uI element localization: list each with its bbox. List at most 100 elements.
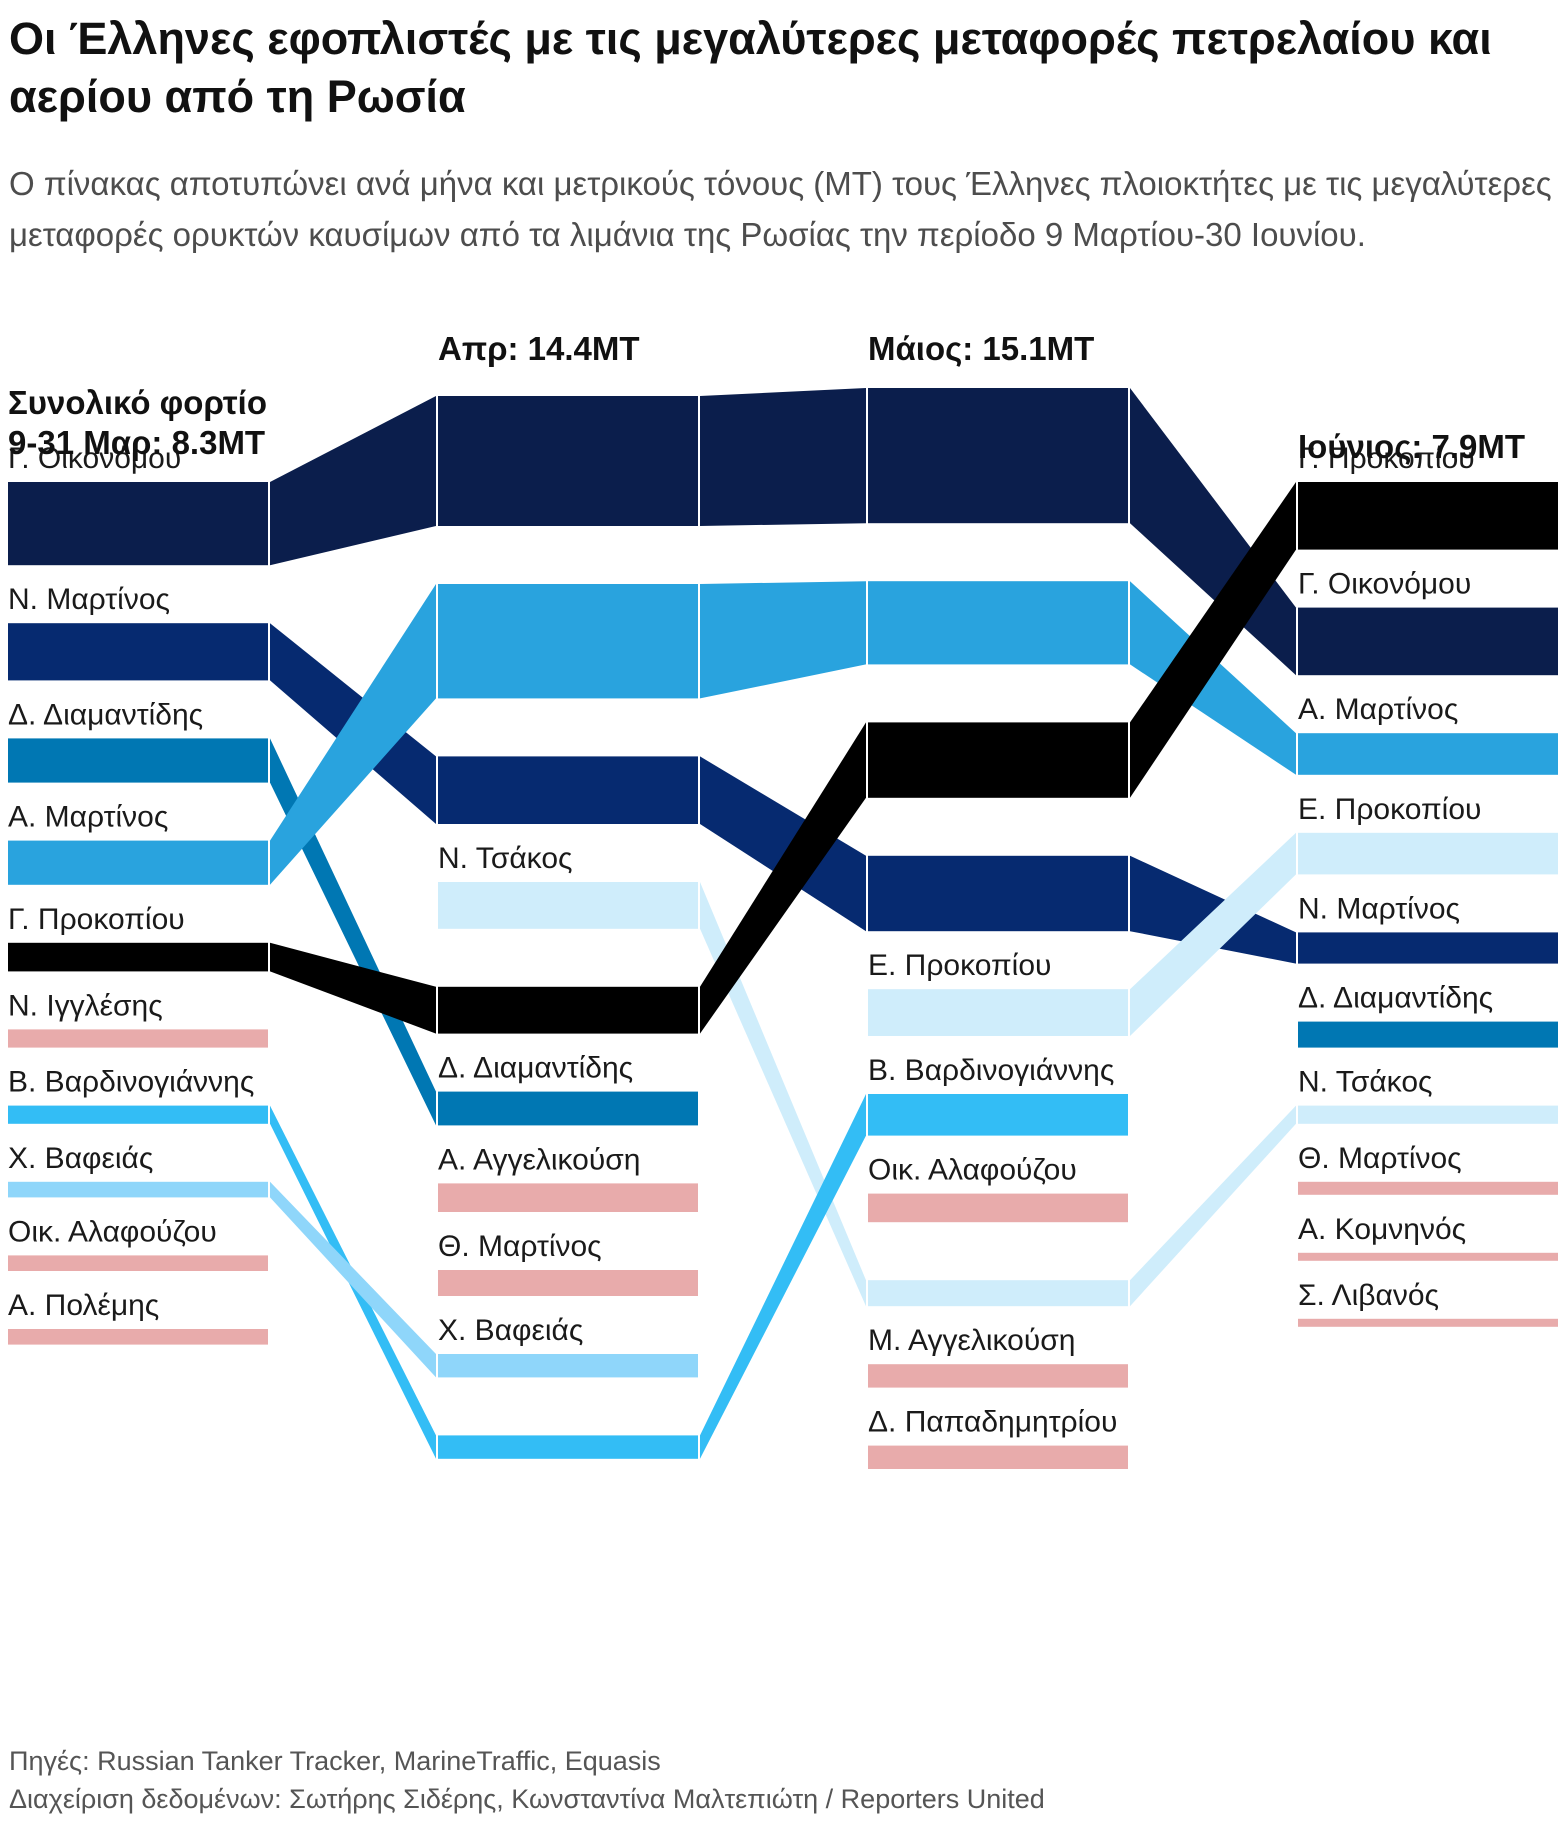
label-apr-5: Δ. Διαμαντίδης [438,1052,633,1085]
flow-apr-may-0 [700,388,866,526]
credits-note: Διαχείριση δεδομένων: Σωτήρης Σιδέρης, Κ… [9,1784,1045,1814]
bar-apr-1 [438,584,698,699]
bar-mar-7 [8,1181,268,1198]
bar-may-3 [868,855,1128,932]
bar-may-0 [868,388,1128,524]
label-apr-8: Χ. Βαφειάς [438,1314,583,1347]
chart-title: Οι Έλληνες εφοπλιστές με τις μεγαλύτερες… [9,13,1492,122]
header-jun-0: Ιούνιος: 7.9MT [1298,428,1525,465]
bar-jun-9 [1298,1318,1558,1327]
bar-apr-8 [438,1354,698,1378]
header-mar-1: 9-31 Μαρ: 8.3MT [8,424,265,461]
flow-may-jun-1 [1130,581,1296,775]
bar-mar-1 [8,623,268,681]
bar-apr-9 [438,1435,698,1459]
label-jun-8: Α. Κομνηνός [1298,1213,1466,1246]
bar-may-5 [868,1094,1128,1136]
bar-mar-4 [8,942,268,972]
bar-apr-0 [438,396,698,526]
label-mar-1: Ν. Μαρτίνος [8,583,170,616]
bar-apr-2 [438,756,698,824]
bar-jun-8 [1298,1252,1558,1261]
flow-apr-may-4 [700,722,866,1034]
flow-mar-apr-0 [270,396,436,566]
bar-jun-5 [1298,1021,1558,1048]
label-mar-4: Γ. Προκοπίου [8,903,185,936]
label-may-8: Μ. Αγγελικούση [868,1324,1075,1357]
bar-apr-3 [438,882,698,929]
label-mar-6: Β. Βαρδινογιάννης [8,1066,254,1099]
label-mar-9: Α. Πολέμης [8,1289,159,1322]
owner-labels: Γ. Οικονόμου Ν. Μαρτίνος Δ. Διαμαντίδης Α. … [8,442,1493,1439]
flow-apr-may-2 [700,756,866,932]
flow-may-jun-7 [1130,1105,1296,1307]
bar-mar-8 [8,1255,268,1271]
flow-may-jun-2 [1130,482,1296,798]
bar-may-9 [868,1445,1128,1469]
label-apr-3: Ν. Τσάκος [438,842,572,875]
bar-mar-5 [8,1029,268,1048]
label-mar-2: Δ. Διαμαντίδης [8,698,203,731]
label-mar-0: Γ. Οικονόμου [8,442,181,475]
label-jun-9: Σ. Λιβανός [1298,1279,1439,1312]
bar-apr-5 [438,1091,698,1126]
label-jun-2: Α. Μαρτίνος [1298,693,1458,726]
label-mar-3: Α. Μαρτίνος [8,801,168,834]
flow-mar-apr-4 [270,942,436,1034]
bar-jun-3 [1298,832,1558,875]
flow-apr-may-3 [700,882,866,1307]
bar-jun-2 [1298,733,1558,775]
flow-may-jun-3 [1130,855,1296,964]
label-mar-7: Χ. Βαφειάς [8,1142,153,1175]
footer: Πηγές: Russian Tanker Tracker, MarineTra… [9,1742,1045,1818]
bar-jun-7 [1298,1181,1558,1195]
label-mar-8: Οικ. Αλαφούζου [8,1215,217,1248]
bar-apr-4 [438,986,698,1034]
bar-may-1 [868,581,1128,665]
label-may-9: Δ. Παπαδημητρίου [868,1406,1117,1439]
header-may-0: Μάιος: 15.1MT [868,330,1094,367]
flow-apr-may-1 [700,581,866,699]
label-jun-1: Γ. Οικονόμου [1298,568,1471,601]
label-mar-5: Ν. Ιγγλέσης [8,989,163,1022]
header-apr-0: Απρ: 14.4MT [438,330,640,367]
label-jun-3: Ε. Προκοπίου [1298,793,1481,826]
bar-jun-6 [1298,1105,1558,1124]
bar-may-8 [868,1364,1128,1388]
bar-mar-0 [8,482,268,566]
flow-mar-apr-7 [270,1181,436,1378]
sankey-chart: Γ. Οικονόμου Ν. Μαρτίνος Δ. Διαμαντίδης Α. … [8,330,1558,1469]
bar-may-4 [868,989,1128,1036]
flow-apr-may-9 [700,1094,866,1459]
flow-may-jun-4 [1130,832,1296,1036]
label-apr-6: Α. Αγγελικούση [438,1143,640,1176]
bar-may-2 [868,722,1128,798]
label-may-6: Οικ. Αλαφούζου [868,1154,1077,1187]
bar-mar-2 [8,738,268,783]
bar-jun-1 [1298,607,1558,676]
owner-bars [8,388,1558,1469]
flow-mar-apr-3 [270,584,436,885]
bar-mar-6 [8,1105,268,1124]
bar-apr-6 [438,1183,698,1212]
header-mar-0: Συνολικό φορτίο [8,384,267,421]
bar-jun-4 [1298,932,1558,964]
label-jun-0: Γ. Προκοπίου [1298,442,1475,475]
bar-jun-0 [1298,482,1558,550]
bar-may-6 [868,1193,1128,1223]
sources-note: Πηγές: Russian Tanker Tracker, MarineTra… [9,1746,661,1776]
label-jun-7: Θ. Μαρτίνος [1298,1142,1462,1175]
label-jun-6: Ν. Τσάκος [1298,1066,1432,1099]
label-may-5: Β. Βαρδινογιάννης [868,1054,1114,1087]
flow-links [270,388,1296,1459]
bar-mar-3 [8,840,268,885]
label-may-4: Ε. Προκοπίου [868,949,1051,982]
bar-may-7 [868,1280,1128,1307]
label-apr-7: Θ. Μαρτίνος [438,1230,602,1263]
label-jun-5: Δ. Διαμαντίδης [1298,982,1493,1015]
bar-mar-9 [8,1329,268,1345]
bar-apr-7 [438,1270,698,1296]
chart-subtitle: Ο πίνακας αποτυπώνει ανά μήνα και μετρικ… [9,165,1552,253]
label-jun-4: Ν. Μαρτίνος [1298,892,1460,925]
